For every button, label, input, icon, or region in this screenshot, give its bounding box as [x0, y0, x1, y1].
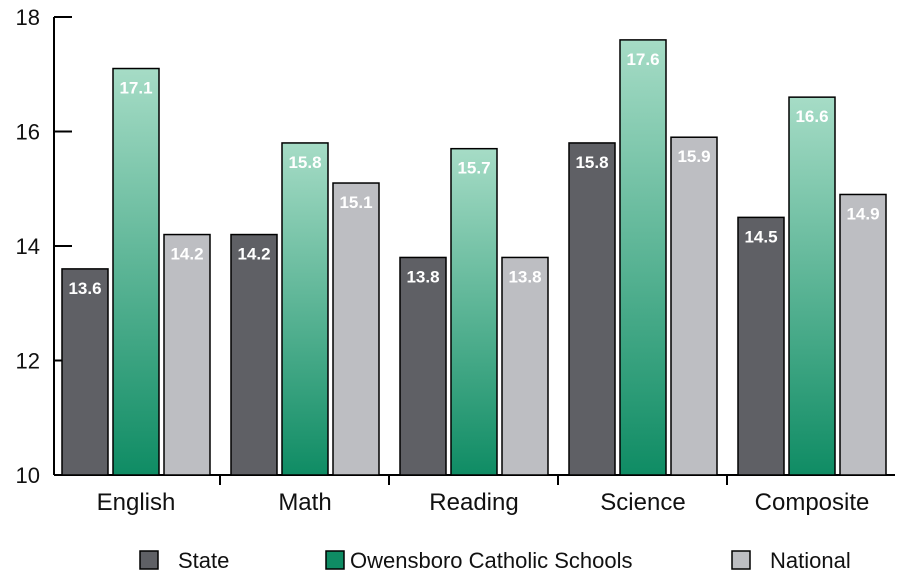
bar-value-label: 13.6	[68, 279, 101, 298]
x-category-label: English	[97, 489, 176, 516]
legend-swatch-owensboro-catholic-schools	[325, 550, 345, 570]
bar-national-composite	[839, 193, 887, 476]
bar-owensboro-catholic-schools-english	[112, 67, 160, 476]
legend-label: Owensboro Catholic Schools	[350, 548, 632, 571]
bar-value-label: 14.2	[237, 245, 270, 264]
bar-state-english	[61, 268, 109, 476]
legend-label: State	[178, 548, 229, 571]
bar-value-label: 13.8	[406, 267, 439, 286]
legend-swatch-state	[139, 550, 159, 570]
bar-national-math	[332, 182, 380, 476]
y-tick-label: 12	[16, 349, 40, 374]
bar-value-label: 14.5	[744, 227, 777, 246]
y-tick-label: 14	[16, 234, 40, 259]
bar-value-label: 15.8	[288, 153, 321, 172]
legend-label: National	[770, 548, 851, 571]
bar-state-composite	[737, 216, 785, 476]
bar-national-science	[670, 136, 718, 476]
bar-state-reading	[399, 256, 447, 476]
bar-national-reading	[501, 256, 549, 476]
bar-state-science	[568, 142, 616, 476]
bar-value-label: 17.1	[119, 79, 152, 98]
bar-value-label: 14.2	[170, 245, 203, 264]
bar-value-label: 14.9	[846, 204, 879, 223]
bar-owensboro-catholic-schools-math	[281, 142, 329, 476]
bar-value-label: 15.7	[457, 159, 490, 178]
x-category-label: Reading	[429, 489, 518, 516]
bar-national-english	[163, 233, 211, 476]
bar-value-label: 16.6	[795, 107, 828, 126]
bar-state-math	[230, 233, 278, 476]
bar-value-label: 17.6	[626, 50, 659, 69]
bar-owensboro-catholic-schools-science	[619, 39, 667, 476]
bars: 13.6 17.1 14.2 14.2 15.8 15.1 13.8 15.7 13.8 15.8…	[61, 39, 887, 476]
bar-owensboro-catholic-schools-reading	[450, 147, 498, 476]
y-tick-label: 18	[16, 5, 40, 30]
x-category-label: Math	[278, 489, 331, 516]
legend: State Owensboro Catholic Schools National	[139, 548, 851, 571]
axes: 10 12 14 16 18 English Math Reading Science Compo…	[16, 5, 895, 516]
y-tick-label: 16	[16, 120, 40, 145]
bar-value-label: 15.8	[575, 153, 608, 172]
legend-swatch-national	[731, 550, 751, 570]
y-tick-label: 10	[16, 463, 40, 488]
bar-value-label: 15.9	[677, 147, 710, 166]
x-category-label: Composite	[755, 489, 870, 516]
bar-value-label: 13.8	[508, 267, 541, 286]
bar-owensboro-catholic-schools-composite	[788, 96, 836, 476]
x-category-label: Science	[600, 489, 685, 516]
bar-value-label: 15.1	[339, 193, 372, 212]
